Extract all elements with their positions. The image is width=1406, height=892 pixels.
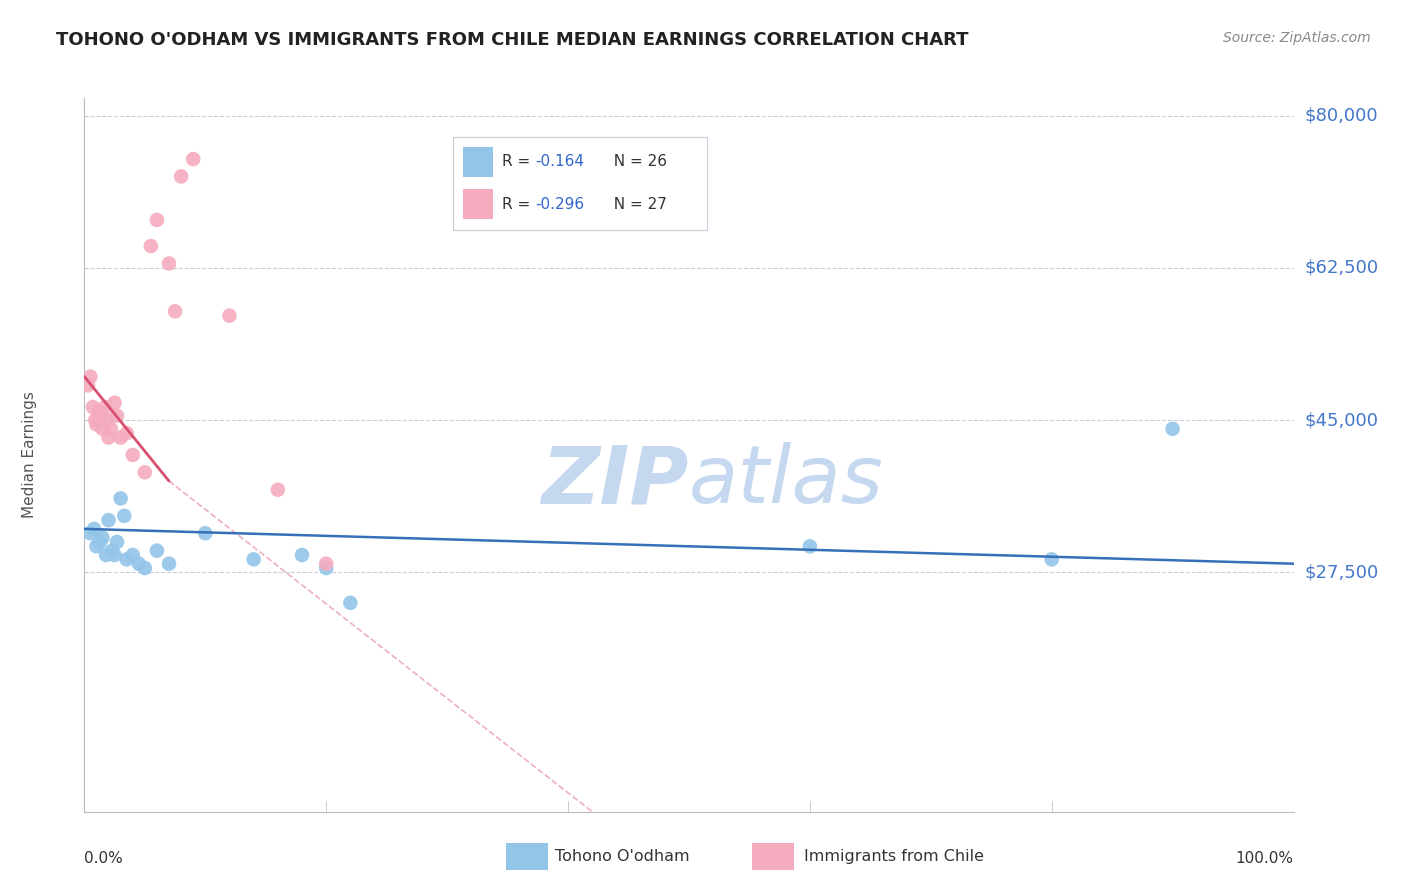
Text: N = 26: N = 26: [605, 154, 668, 169]
Point: [121, 548, 143, 562]
Text: N = 27: N = 27: [605, 197, 668, 212]
Text: Tohono O'odham: Tohono O'odham: [555, 849, 690, 863]
Point: [77, 378, 100, 392]
Point: [105, 409, 128, 423]
Point: [79, 526, 101, 541]
Point: [128, 557, 150, 571]
Point: [104, 548, 127, 562]
Point: [97, 430, 120, 444]
Point: [83, 522, 105, 536]
Point: [157, 557, 180, 571]
Point: [115, 426, 138, 441]
Point: [86, 539, 108, 553]
Point: [146, 213, 169, 227]
Point: [79, 369, 101, 384]
FancyBboxPatch shape: [453, 137, 707, 230]
Text: 0.0%: 0.0%: [84, 851, 124, 866]
Point: [1040, 552, 1063, 566]
Text: ZIP: ZIP: [541, 442, 689, 520]
Point: [91, 531, 114, 545]
Text: TOHONO O'ODHAM VS IMMIGRANTS FROM CHILE MEDIAN EARNINGS CORRELATION CHART: TOHONO O'ODHAM VS IMMIGRANTS FROM CHILE …: [56, 31, 969, 49]
Text: -0.296: -0.296: [536, 197, 585, 212]
Point: [242, 552, 264, 566]
Point: [315, 557, 337, 571]
Text: $27,500: $27,500: [1305, 564, 1379, 582]
Point: [115, 552, 138, 566]
Point: [89, 535, 111, 549]
Point: [194, 526, 217, 541]
Point: [157, 256, 180, 270]
FancyBboxPatch shape: [463, 189, 494, 219]
Point: [101, 543, 124, 558]
Point: [110, 491, 132, 506]
Text: R =: R =: [502, 197, 534, 212]
Point: [100, 422, 122, 436]
Text: $80,000: $80,000: [1305, 106, 1378, 125]
Point: [134, 561, 156, 575]
Point: [94, 400, 117, 414]
Point: [84, 413, 107, 427]
Point: [315, 561, 337, 575]
Text: R =: R =: [502, 154, 534, 169]
Point: [82, 400, 104, 414]
Point: [267, 483, 290, 497]
Point: [339, 596, 361, 610]
Point: [87, 404, 110, 418]
Point: [90, 409, 112, 423]
Text: $62,500: $62,500: [1305, 259, 1379, 277]
Point: [139, 239, 162, 253]
Text: Median Earnings: Median Earnings: [22, 392, 38, 518]
Text: 100.0%: 100.0%: [1236, 851, 1294, 866]
Point: [146, 543, 169, 558]
Text: $45,000: $45,000: [1305, 411, 1379, 429]
Point: [104, 395, 127, 409]
Point: [170, 169, 193, 184]
Point: [94, 548, 117, 562]
Point: [134, 466, 156, 480]
Text: Immigrants from Chile: Immigrants from Chile: [804, 849, 984, 863]
FancyBboxPatch shape: [463, 146, 494, 177]
Text: atlas: atlas: [689, 442, 884, 520]
Point: [1161, 422, 1184, 436]
Point: [165, 304, 187, 318]
Point: [91, 422, 114, 436]
Point: [218, 309, 240, 323]
Text: -0.164: -0.164: [536, 154, 585, 169]
Point: [97, 513, 120, 527]
Point: [110, 430, 132, 444]
Text: Source: ZipAtlas.com: Source: ZipAtlas.com: [1223, 31, 1371, 45]
Point: [112, 508, 135, 523]
Point: [105, 535, 128, 549]
Point: [181, 152, 204, 166]
Point: [291, 548, 314, 562]
Point: [799, 539, 821, 553]
Point: [121, 448, 143, 462]
Point: [96, 413, 118, 427]
Point: [86, 417, 108, 432]
